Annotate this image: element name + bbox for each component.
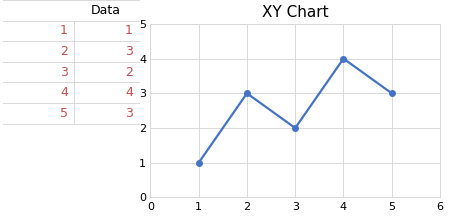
Text: 3: 3 [60, 66, 68, 79]
Text: 5: 5 [60, 107, 68, 120]
Title: XY Chart: XY Chart [262, 5, 329, 20]
Text: 4: 4 [60, 86, 68, 99]
Text: 1: 1 [60, 25, 68, 37]
Text: 1: 1 [125, 25, 133, 37]
Text: Data: Data [91, 4, 121, 17]
Text: 2: 2 [60, 45, 68, 58]
Text: 4: 4 [125, 86, 133, 99]
Text: 2: 2 [125, 66, 133, 79]
Text: 3: 3 [125, 45, 133, 58]
Text: 3: 3 [125, 107, 133, 120]
